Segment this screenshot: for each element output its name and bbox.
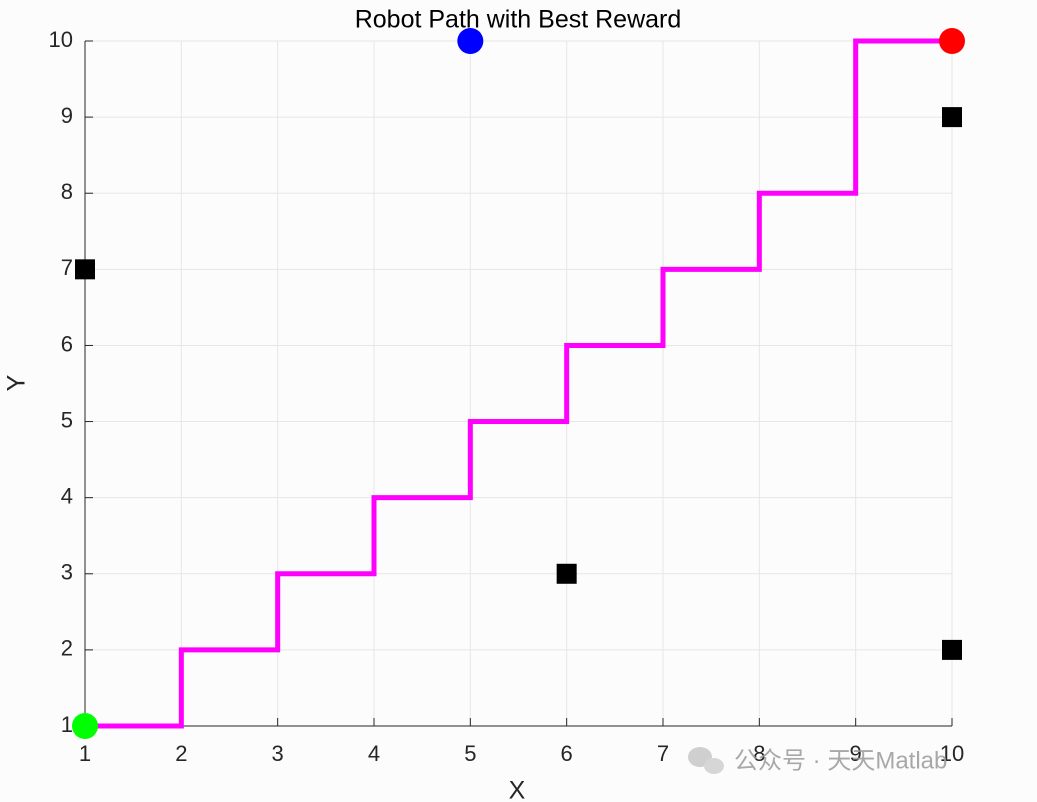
x-tick-label: 5: [464, 741, 476, 766]
x-tick-label: 9: [850, 741, 862, 766]
x-tick-label: 1: [79, 741, 91, 766]
x-tick-label: 8: [753, 741, 765, 766]
y-axis-label: Y: [3, 374, 31, 391]
y-tick-label: 4: [61, 483, 73, 508]
y-tick-label: 5: [61, 407, 73, 432]
watermark: 公众号 · 天天Matlab: [734, 747, 947, 774]
obstacle: [942, 639, 962, 660]
watermark-icon: [688, 747, 724, 774]
point-marker: [72, 713, 98, 739]
x-tick-label: 4: [368, 741, 380, 766]
chart-title: Robot Path with Best Reward: [355, 6, 682, 34]
x-tick-label: 10: [940, 741, 964, 766]
robot-path: [85, 38, 952, 729]
point-marker: [457, 28, 484, 54]
obstacle: [942, 107, 962, 128]
x-tick-label: 7: [657, 741, 669, 766]
y-tick-label: 8: [61, 179, 73, 204]
x-axis-label: X: [509, 777, 526, 802]
y-tick-label: 7: [61, 255, 73, 280]
y-tick-label: 3: [61, 560, 73, 585]
y-tick-label: 9: [61, 103, 73, 128]
obstacle: [556, 563, 577, 584]
point-marker: [939, 28, 965, 54]
obstacle: [75, 259, 95, 280]
y-tick-label: 10: [49, 27, 73, 52]
x-tick-label: 3: [272, 741, 284, 766]
x-tick-label: 6: [561, 741, 573, 766]
y-tick-label: 2: [61, 636, 73, 661]
y-tick-label: 6: [61, 331, 73, 356]
y-tick-label: 1: [61, 712, 73, 737]
x-tick-label: 2: [175, 741, 187, 766]
